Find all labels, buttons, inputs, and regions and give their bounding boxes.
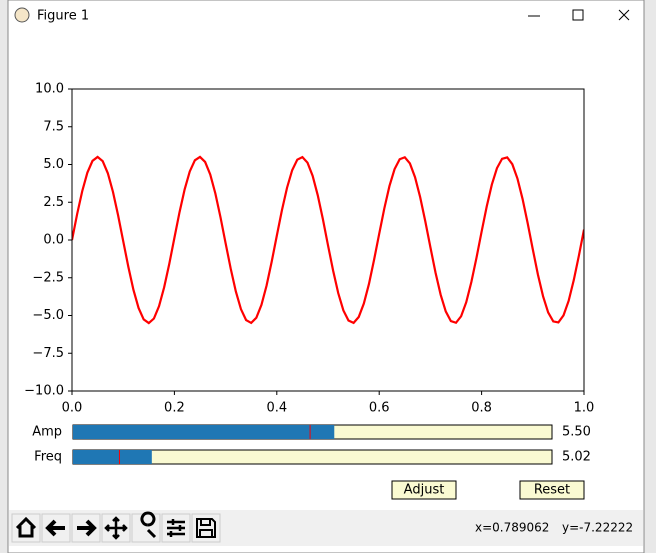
close-button[interactable] — [618, 9, 630, 21]
tool-icon — [196, 518, 216, 538]
tool-icon — [15, 516, 37, 538]
y-tick-label: 5.0 — [43, 157, 64, 172]
slider-fill — [73, 450, 152, 464]
y-tick-label: 2.5 — [43, 195, 64, 210]
zoom-button[interactable] — [131, 511, 161, 543]
button-face — [391, 480, 457, 500]
y-tick-label: 10.0 — [35, 82, 64, 97]
line-series — [72, 155, 584, 325]
app-icon — [14, 7, 30, 23]
y-tick-label: −7.5 — [32, 346, 64, 361]
y-tick-label: −10.0 — [24, 384, 64, 399]
y-tick-label: 7.5 — [43, 119, 64, 134]
status-y: y=-7.22222 — [562, 521, 633, 535]
slider-label: Amp — [32, 425, 62, 440]
window-frame — [7, 0, 645, 554]
x-tick-label: 0.8 — [471, 401, 492, 416]
window-title: Figure 1 — [37, 9, 89, 24]
button-face — [519, 480, 585, 500]
maximize-button[interactable] — [572, 9, 584, 21]
tool-icon — [45, 519, 65, 537]
back-button[interactable] — [41, 513, 71, 543]
tool-icon — [77, 519, 97, 537]
home-button[interactable] — [11, 513, 41, 543]
pan-button[interactable] — [101, 513, 131, 543]
tool-icon — [140, 511, 157, 539]
slider-value: 5.02 — [562, 450, 591, 465]
save-button[interactable] — [191, 513, 221, 543]
y-tick-label: 0.0 — [43, 233, 64, 248]
toolbar-buttons — [11, 511, 221, 543]
button-label: Adjust — [404, 483, 445, 498]
configure-button[interactable] — [161, 513, 191, 543]
tool-icon — [167, 519, 185, 537]
y-tick-label: −5.0 — [32, 308, 64, 323]
x-tick-label: 0.4 — [266, 401, 287, 416]
y-tick-label: −2.5 — [32, 270, 64, 285]
tool-face — [131, 513, 161, 543]
forward-button[interactable] — [71, 513, 101, 543]
button-label: Reset — [534, 483, 570, 498]
status-x: x=0.789062 — [475, 521, 549, 535]
x-tick-label: 0.2 — [164, 401, 185, 416]
axes-frame — [71, 88, 585, 392]
x-tick-label: 0.0 — [62, 401, 83, 416]
slider-value: 5.50 — [562, 425, 591, 440]
slider-fill — [73, 425, 335, 439]
tool-icon — [104, 516, 128, 540]
x-tick-label: 0.6 — [369, 401, 390, 416]
button[interactable]: Adjust — [391, 480, 457, 500]
x-tick-label: 1.0 — [574, 401, 595, 416]
slider-label: Freq — [34, 450, 62, 465]
button[interactable]: Reset — [519, 480, 585, 500]
